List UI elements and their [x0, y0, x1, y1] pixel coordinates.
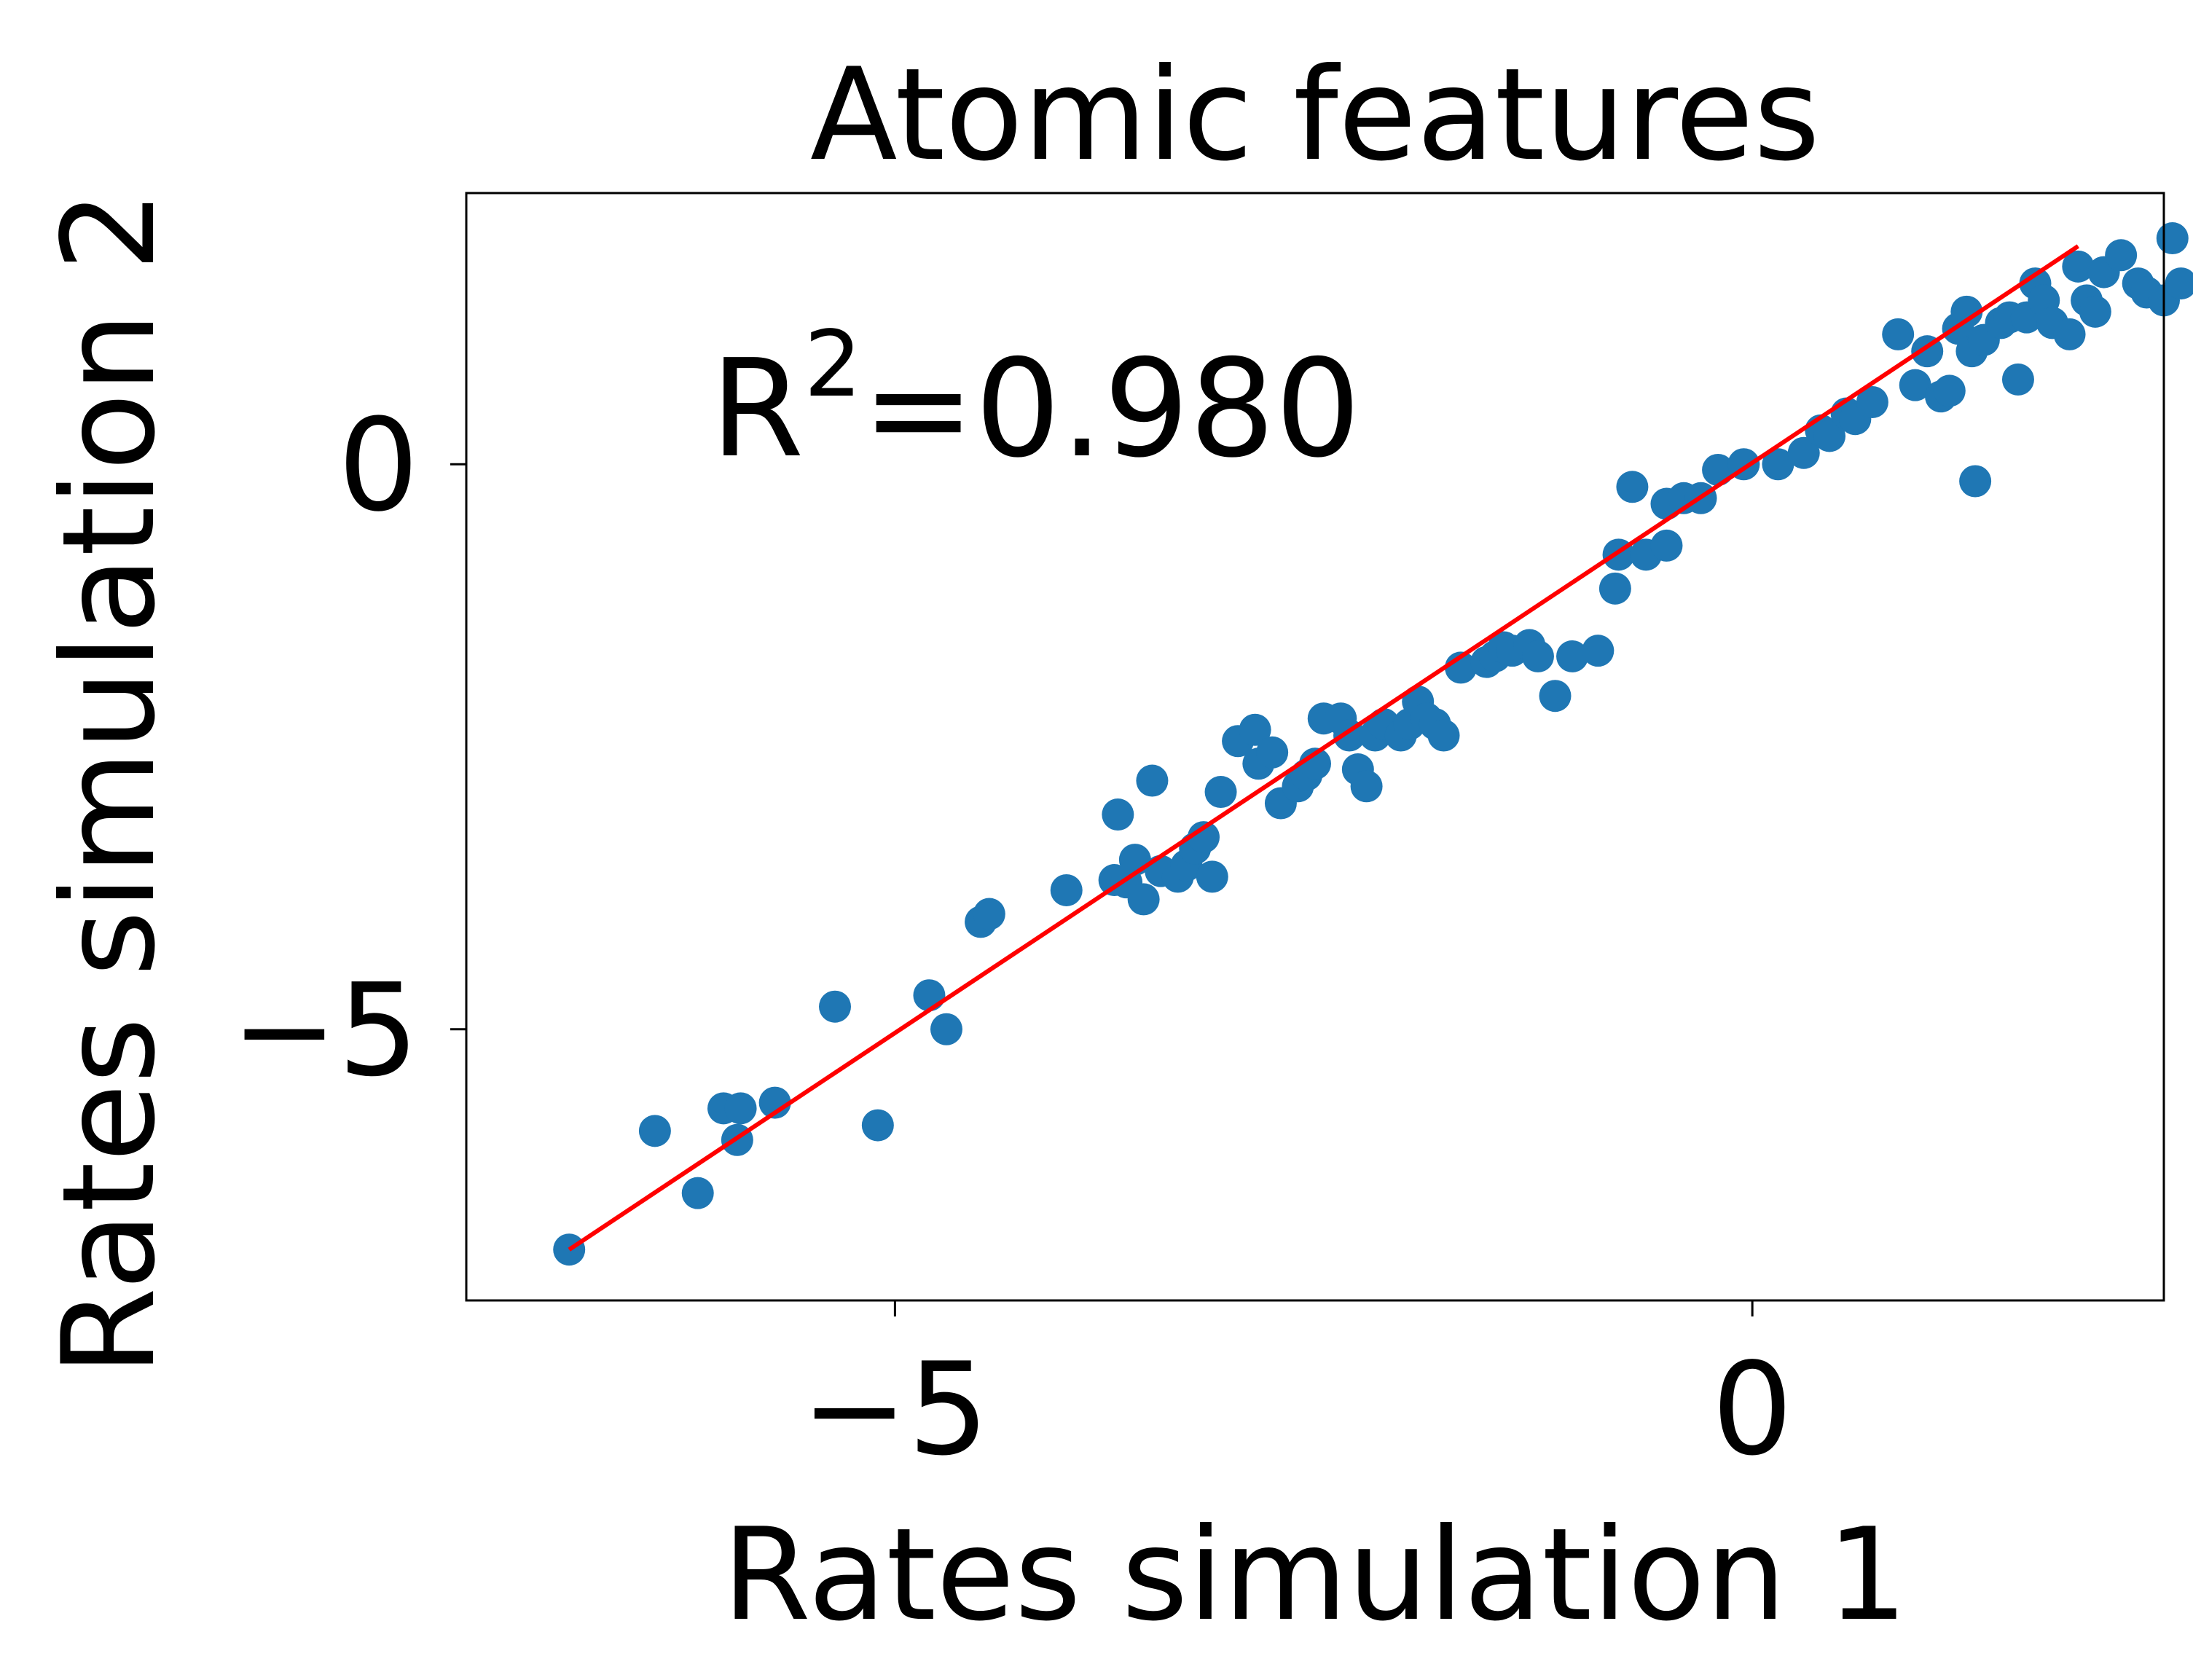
data-point	[819, 990, 852, 1023]
x-tick-label: −5	[801, 1336, 989, 1484]
x-axis-ticks: −5 0	[801, 1300, 1793, 1484]
data-point	[1188, 821, 1220, 854]
data-point	[930, 1013, 962, 1045]
r-squared-annotation: R2=0.980	[710, 312, 1361, 487]
data-point	[1239, 713, 1271, 746]
y-tick-label: 0	[338, 392, 419, 540]
data-point	[1127, 883, 1160, 916]
data-point	[1616, 471, 1649, 503]
data-point	[1762, 448, 1794, 481]
data-point	[1959, 465, 1992, 498]
data-point	[758, 1086, 791, 1119]
plot-area	[553, 222, 2193, 1266]
data-point	[1950, 295, 1983, 328]
x-tick-label: 0	[1711, 1336, 1792, 1484]
y-tick-label: −5	[231, 957, 419, 1105]
chart-title: Atomic features	[810, 42, 1820, 189]
data-point	[1050, 874, 1083, 906]
data-point	[1899, 369, 1931, 401]
data-point	[913, 979, 946, 1012]
data-point	[2079, 295, 2111, 328]
r-squared-superscript: 2	[804, 312, 863, 417]
data-point	[2156, 222, 2189, 255]
data-point	[1256, 736, 1289, 769]
data-point	[1582, 635, 1615, 667]
data-point	[973, 898, 1005, 930]
data-point	[1598, 572, 1631, 605]
y-axis-ticks: 0 −5	[231, 392, 466, 1105]
data-point	[1787, 436, 1820, 469]
r-squared-value: =0.980	[862, 330, 1361, 487]
data-point	[1521, 640, 1554, 672]
data-point	[1102, 798, 1134, 831]
data-point	[1856, 385, 1888, 418]
data-point	[681, 1177, 714, 1209]
data-point	[2165, 267, 2193, 300]
data-point	[1204, 776, 1237, 809]
data-point	[1350, 770, 1383, 803]
data-point	[1539, 680, 1572, 713]
data-point	[1427, 719, 1460, 752]
data-point	[1136, 764, 1169, 797]
data-point	[638, 1115, 671, 1147]
r-squared-base: R	[710, 330, 804, 487]
data-point	[1556, 640, 1589, 672]
data-point	[861, 1109, 894, 1142]
data-point	[2053, 318, 2086, 350]
data-point	[724, 1092, 757, 1125]
y-axis-label: Rates simulation 2	[36, 190, 184, 1375]
data-point	[1650, 529, 1683, 562]
data-point	[1196, 860, 1228, 893]
plot-frame	[465, 192, 2165, 1302]
data-point	[2001, 363, 2034, 396]
data-point	[1882, 318, 1915, 350]
data-point	[1813, 420, 1846, 452]
data-point	[1933, 374, 1966, 407]
fit-line	[568, 244, 2079, 1252]
data-point	[2105, 239, 2138, 272]
x-axis-label: Rates simulation 1	[722, 1502, 1907, 1649]
data-point	[2062, 250, 2095, 283]
data-point	[1299, 747, 1331, 780]
